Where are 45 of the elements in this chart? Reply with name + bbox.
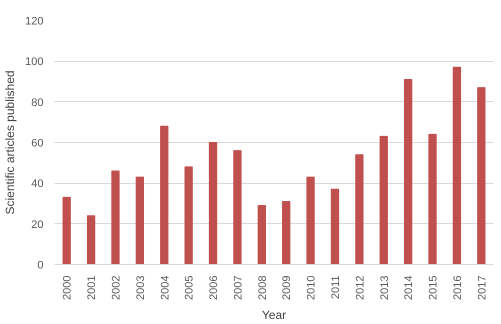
x-tick-label: 2008: [256, 275, 269, 300]
y-tick-label: 120: [25, 16, 44, 28]
x-axis-title: Year: [262, 308, 286, 322]
x-tick-label: 2010: [306, 275, 318, 300]
bar: [62, 196, 71, 264]
bar: [184, 166, 193, 264]
x-tick-label: 2012: [354, 275, 366, 300]
bar: [86, 215, 96, 264]
bar: [428, 134, 437, 264]
y-axis-title: Scientific articles published: [3, 70, 18, 215]
y-tick-label: 40: [31, 178, 44, 190]
x-tick-label: 2000: [62, 275, 74, 300]
bar: [282, 200, 290, 264]
x-tick-label: 2009: [281, 275, 294, 300]
bar: [306, 176, 315, 264]
x-tick-label: 2016: [452, 275, 464, 300]
bar: [477, 87, 486, 264]
y-tick-label: 80: [31, 96, 44, 109]
bar: [330, 188, 340, 264]
y-tick-label: 100: [25, 56, 44, 68]
bar: [233, 150, 242, 264]
x-tick-label: 2015: [428, 275, 440, 300]
x-tick-label: 2003: [134, 275, 147, 300]
x-tick-label: 2001: [86, 275, 98, 300]
x-tick-label: 2006: [208, 275, 220, 300]
x-tick-label: 2017: [476, 275, 488, 300]
x-tick-label: 2013: [378, 275, 391, 300]
y-tick-label: 60: [31, 138, 44, 150]
bar: [380, 136, 388, 264]
x-tick-label: 2004: [159, 275, 172, 300]
bar: [355, 154, 364, 264]
x-tick-label: 2007: [232, 275, 244, 300]
bar: [404, 78, 412, 264]
bar: [258, 205, 266, 264]
y-tick-label: 0: [37, 260, 44, 272]
x-tick-label: 2002: [110, 275, 122, 300]
bar: [160, 126, 168, 264]
x-tick-label: 2005: [184, 275, 196, 300]
x-tick-label: 2011: [330, 276, 342, 300]
bar: [452, 66, 462, 264]
bar: [208, 142, 218, 264]
y-tick-label: 20: [31, 218, 44, 231]
x-tick-label: 2014: [403, 275, 416, 300]
bar: [136, 176, 144, 264]
bar: [111, 170, 120, 264]
